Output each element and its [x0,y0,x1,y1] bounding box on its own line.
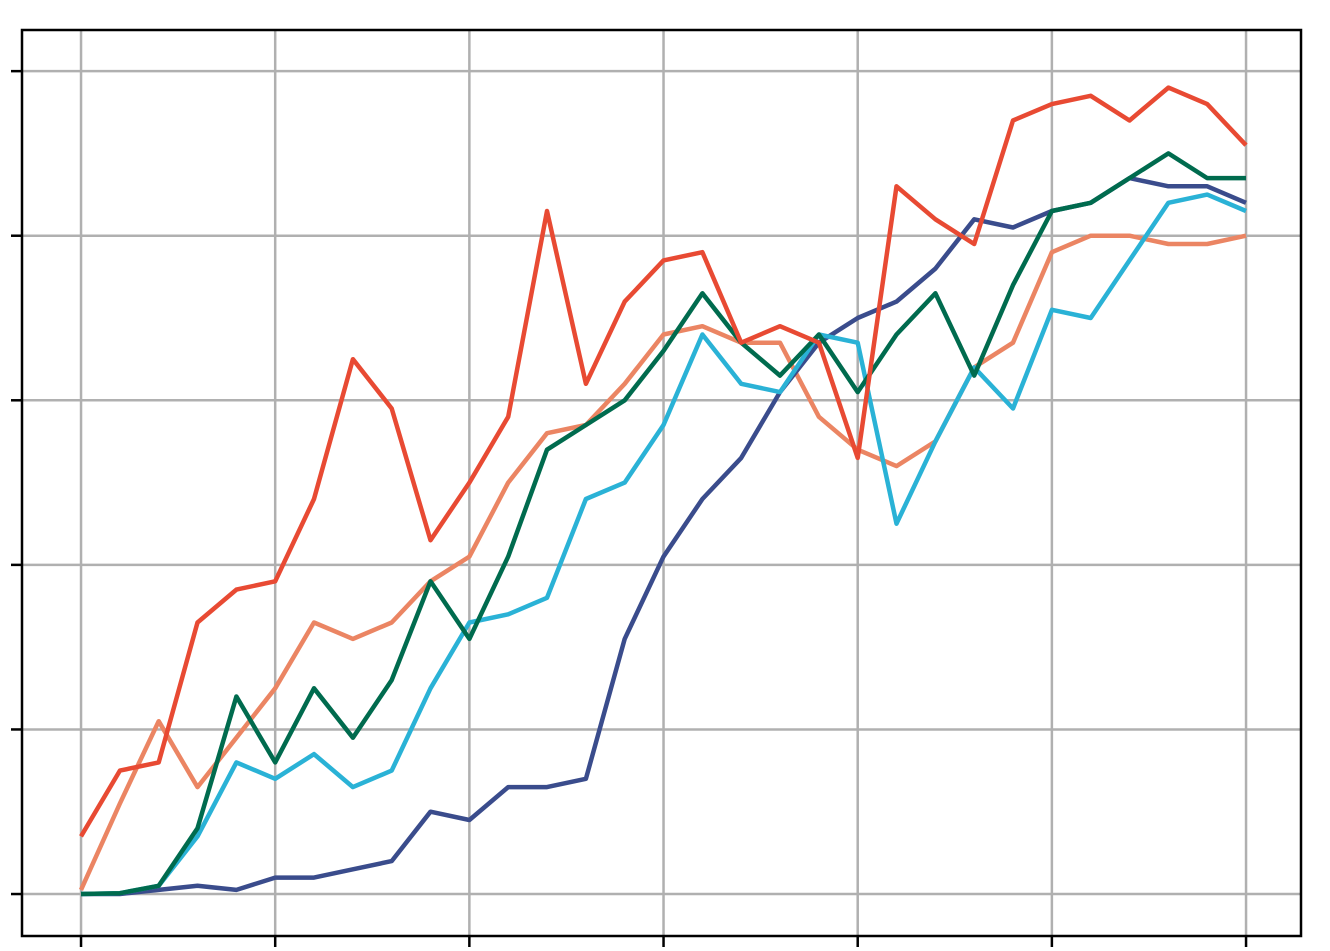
series-line [80,151,1246,897]
plot-frame [20,28,1303,938]
series-line [80,192,1247,897]
series-line [79,85,1248,838]
series-line [78,233,1247,891]
